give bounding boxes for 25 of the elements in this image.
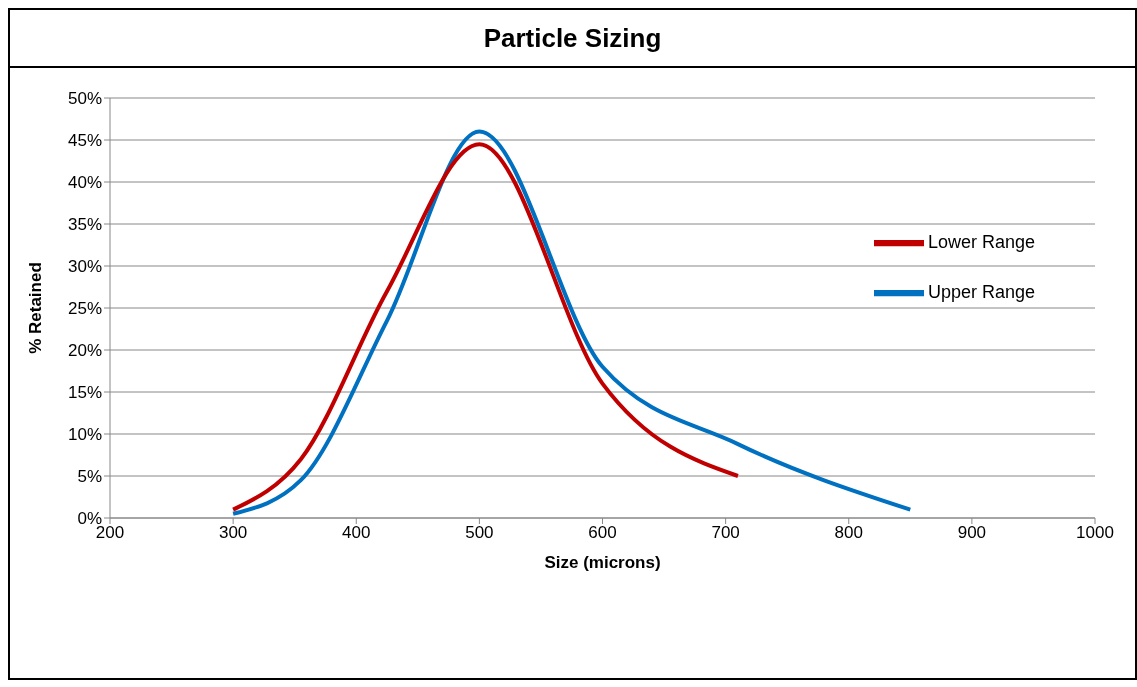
legend-label: Lower Range xyxy=(927,231,1035,252)
x-tick-label: 600 xyxy=(588,523,617,543)
y-tick-label: 25% xyxy=(67,299,102,319)
y-tick-label: 10% xyxy=(67,425,102,445)
y-tick-label: 40% xyxy=(67,173,102,193)
x-tick-label: 300 xyxy=(218,523,248,543)
y-tick-label: 35% xyxy=(67,215,102,235)
x-tick-label: 800 xyxy=(834,523,863,543)
y-axis-title: % Retained xyxy=(26,262,46,354)
x-axis-title: Size (microns) xyxy=(544,553,661,572)
y-tick-label: 15% xyxy=(67,383,102,403)
y-tick-label: 5% xyxy=(77,467,102,487)
x-tick-label: 500 xyxy=(465,523,494,543)
x-tick-label: 700 xyxy=(711,523,740,543)
legend-label: Upper Range xyxy=(927,281,1035,302)
chart-title: Particle Sizing xyxy=(10,10,1135,68)
line-series xyxy=(231,129,913,516)
y-tick-label: 30% xyxy=(67,257,102,277)
x-tick-label: 1000 xyxy=(1076,523,1114,543)
y-tick-label: 50% xyxy=(67,89,102,109)
x-tick-label: 400 xyxy=(342,523,371,543)
x-tick-label: 900 xyxy=(957,523,987,543)
y-tick-label: 20% xyxy=(67,341,102,361)
y-tick-label: 45% xyxy=(67,131,102,151)
line-series xyxy=(231,142,740,512)
